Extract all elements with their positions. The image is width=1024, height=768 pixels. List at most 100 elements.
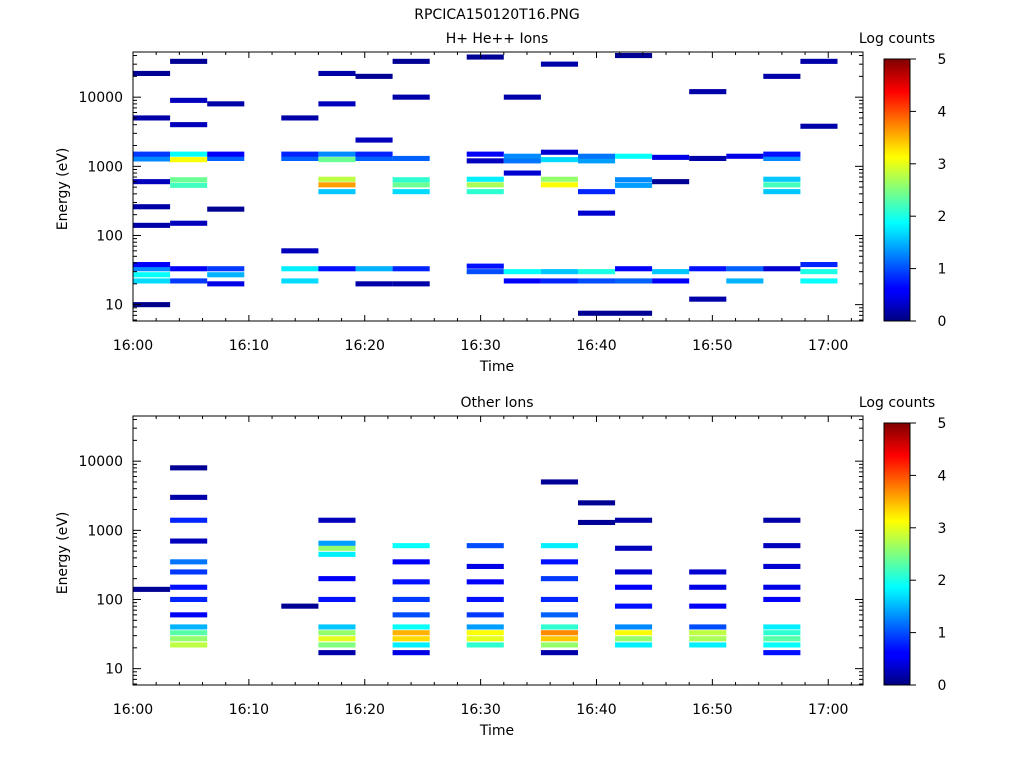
heatmap-cell [355,73,393,79]
heatmap-cell [170,584,208,590]
y-tick-label: 1000 [87,159,123,175]
heatmap-cell [578,500,616,506]
heatmap-cell [318,151,356,157]
colorbar-tick-label: 1 [938,262,947,278]
x-tick-label: 16:30 [460,338,500,354]
y-tick-label: 100 [96,592,123,608]
heatmap-cell [763,182,801,188]
x-tick-label: 16:20 [345,702,385,718]
heatmap-cell [170,58,208,64]
heatmap-cell [540,642,578,648]
colorbar-ticks: 0 1 2 3 4 5 [910,52,947,330]
heatmap-cell [392,189,430,195]
heatmap-cell [392,596,430,602]
heatmap-cell [318,176,356,182]
heatmap-cell [133,156,171,162]
heatmap-cell [466,636,504,642]
x-axis-label: Time [479,359,514,375]
heatmap-cell [318,576,356,582]
heatmap-cell [540,630,578,636]
heatmap-cell [466,596,504,602]
heatmap-cell [726,266,764,272]
colorbar-label: Log counts [859,395,935,411]
heatmap-cell [578,310,616,316]
heatmap-cell [170,624,208,630]
heatmap-cell [615,603,653,609]
heatmap-cell [763,650,801,656]
colorbar-tick-label: 5 [938,416,947,432]
heatmap-cell [392,182,430,188]
heatmap-cell [133,278,171,284]
heatmap-cell [170,97,208,103]
heatmap-cell [281,266,319,272]
heatmap-cell [652,179,690,185]
heatmap-cell [578,158,616,164]
heatmap-cell [466,642,504,648]
heatmap-cell [170,151,208,157]
y-tick-label: 10 [105,298,123,314]
heatmap-cell [318,157,356,163]
heatmap-cell [726,278,764,284]
x-tick-label: 16:00 [113,702,153,718]
heatmap-cell [207,281,245,287]
heatmap-cell [615,569,653,575]
heatmap-cell [540,543,578,549]
heatmap-cell [318,540,356,546]
heatmap-cell [578,210,616,216]
y-tick-label: 1000 [87,523,123,539]
heatmap-cell [133,586,171,592]
x-axis-label: Time [479,723,514,739]
heatmap-cell [503,153,541,159]
heatmap-cell [763,517,801,523]
heatmap-cell [281,155,319,161]
heatmap-cell [540,269,578,275]
x-tick-label: 17:00 [808,338,848,354]
heatmap-cell [466,269,504,275]
heatmap-cell [318,189,356,195]
heatmap-cell [170,642,208,648]
heatmap-cell [540,596,578,602]
heatmap-cell [170,157,208,163]
heatmap-cell [133,266,171,272]
heatmap-cell [689,155,727,161]
plot-axes: 16:00 16:10 16:20 16:30 16:40 16:50 17:00 10 100… [78,51,864,354]
heatmap-cell [170,559,208,565]
heatmap-cell [133,302,171,308]
heatmap-cell [392,155,430,161]
colorbar-tick-label: 0 [938,678,947,694]
heatmap-cell [540,636,578,642]
heatmap-cell [466,182,504,188]
heatmap-cell [170,278,208,284]
heatmap-cell [540,149,578,155]
heatmap-cell [466,189,504,195]
heatmap-cell [170,636,208,642]
heatmap-cell [207,272,245,278]
heatmap-cell [466,630,504,636]
heatmap-cell [133,179,171,185]
heatmap-cell [170,630,208,636]
y-axis-label: Energy (eV) [55,148,71,231]
heatmap-cell [318,545,356,551]
heatmap-cell [503,170,541,176]
heatmap-cell [689,624,727,630]
heatmap-cell [207,155,245,161]
heatmap-cell [689,630,727,636]
heatmap-cell [355,137,393,143]
heatmap-cell [392,642,430,648]
heatmap-cell [763,73,801,79]
colorbar-tick-label: 0 [938,314,947,330]
x-tick-label: 16:00 [113,338,153,354]
y-tick-label: 100 [96,228,123,244]
heatmap-cell [392,630,430,636]
heatmap-cell [763,189,801,195]
heatmap-cell [615,517,653,523]
heatmap-cell [318,101,356,107]
heatmap-cell [615,177,653,183]
x-tick-label: 16:30 [460,702,500,718]
heatmap-cell [318,551,356,557]
heatmap-cell [466,151,504,157]
heatmap-cell [392,636,430,642]
heatmap-cell [466,158,504,164]
heatmap-cell [615,278,653,284]
heatmap-cell [689,603,727,609]
